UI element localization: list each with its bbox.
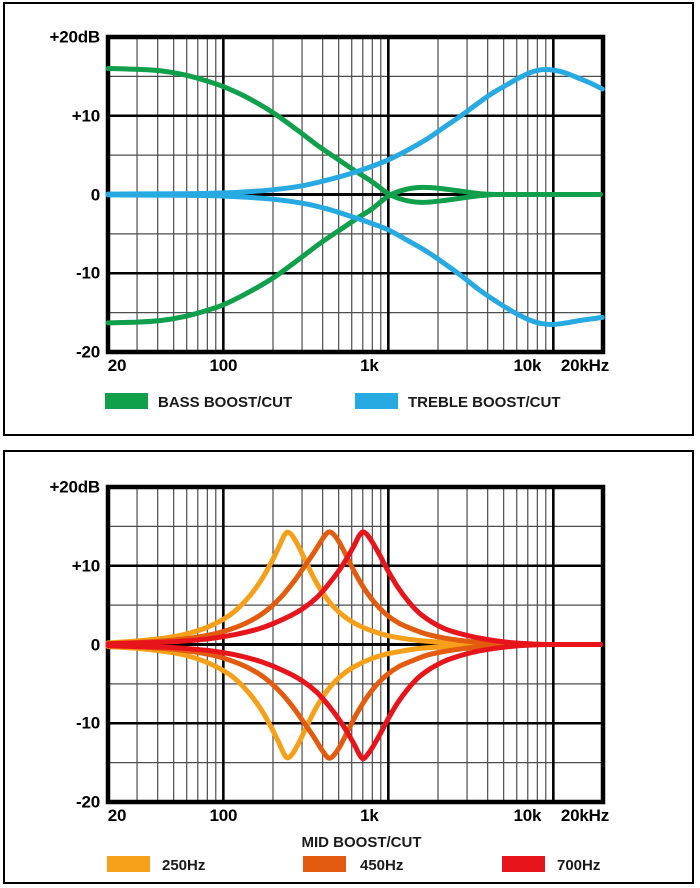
x-axis-label: 1k [360,806,379,825]
legend-label-mid-700: 700Hz [557,857,601,874]
y-axis-label: 0 [90,635,100,654]
chart-subtitle: MID BOOST/CUT [301,834,422,851]
x-axis-label: 100 [209,356,238,375]
y-axis-label: -20 [76,342,100,362]
x-axis-label: 10k [513,356,542,375]
curve-mid-700-boost [105,529,603,648]
curve-bass-boost [105,66,603,205]
y-axis-label: -20 [76,792,100,812]
y-axis-label: -10 [76,263,100,283]
y-axis-label: +10 [71,106,100,126]
curve-mid-700-cut [105,641,603,762]
x-axis-label: 20 [107,356,127,375]
y-axis-label: +10 [71,556,100,576]
curve-treble-cut [105,192,605,327]
x-axis-label: 10k [513,806,542,825]
x-axis-label: 1k [360,356,379,375]
x-axis-label: 20 [107,806,127,825]
legend-label-mid-250: 250Hz [162,857,206,874]
curve-mid-450-boost [105,529,603,648]
bass-treble-chart-panel [3,2,694,436]
curve-mid-250-boost [105,529,603,648]
curve-treble-boost [105,66,605,197]
mid-chart-panel [3,450,694,884]
curve-mid-450-cut [105,641,603,761]
legend-swatch-mid-250 [107,856,150,872]
legend-label-mid-450: 450Hz [360,857,404,874]
curve-bass-cut [105,184,603,326]
y-axis-label: 0 [90,185,100,204]
legend-swatch-mid-450 [303,856,346,872]
y-axis-label: +20dB [49,27,101,47]
curve-mid-250-cut [105,641,603,761]
x-axis-label: 20kHz [560,356,610,375]
legend-label-treble: TREBLE BOOST/CUT [408,394,561,411]
legend-swatch-treble [355,393,398,409]
legend-swatch-bass [105,393,148,409]
y-axis-label: +20dB [49,477,101,497]
x-axis-label: 100 [209,806,238,825]
y-axis-label: -10 [76,713,100,733]
legend-label-bass: BASS BOOST/CUT [158,394,293,411]
legend-swatch-mid-700 [502,856,545,872]
x-axis-label: 20kHz [560,806,610,825]
